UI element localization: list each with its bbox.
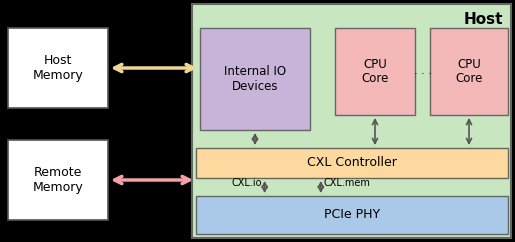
- Text: CXL.io: CXL.io: [231, 178, 262, 188]
- FancyBboxPatch shape: [8, 140, 108, 220]
- Text: CXL Controller: CXL Controller: [307, 157, 397, 169]
- Text: Remote
Memory: Remote Memory: [32, 166, 83, 194]
- FancyBboxPatch shape: [335, 28, 415, 115]
- Text: CXL.mem: CXL.mem: [324, 178, 371, 188]
- FancyBboxPatch shape: [196, 148, 508, 178]
- Text: . . .: . . .: [414, 67, 432, 76]
- FancyBboxPatch shape: [192, 4, 511, 238]
- FancyBboxPatch shape: [430, 28, 508, 115]
- Text: CPU
Core: CPU Core: [362, 58, 389, 85]
- Text: CPU
Core: CPU Core: [455, 58, 483, 85]
- Text: Host: Host: [464, 12, 503, 27]
- FancyBboxPatch shape: [8, 28, 108, 108]
- FancyBboxPatch shape: [196, 196, 508, 234]
- Text: Internal IO
Devices: Internal IO Devices: [224, 65, 286, 93]
- FancyBboxPatch shape: [200, 28, 310, 130]
- Text: Host
Memory: Host Memory: [32, 54, 83, 82]
- Text: PCIe PHY: PCIe PHY: [324, 209, 380, 221]
